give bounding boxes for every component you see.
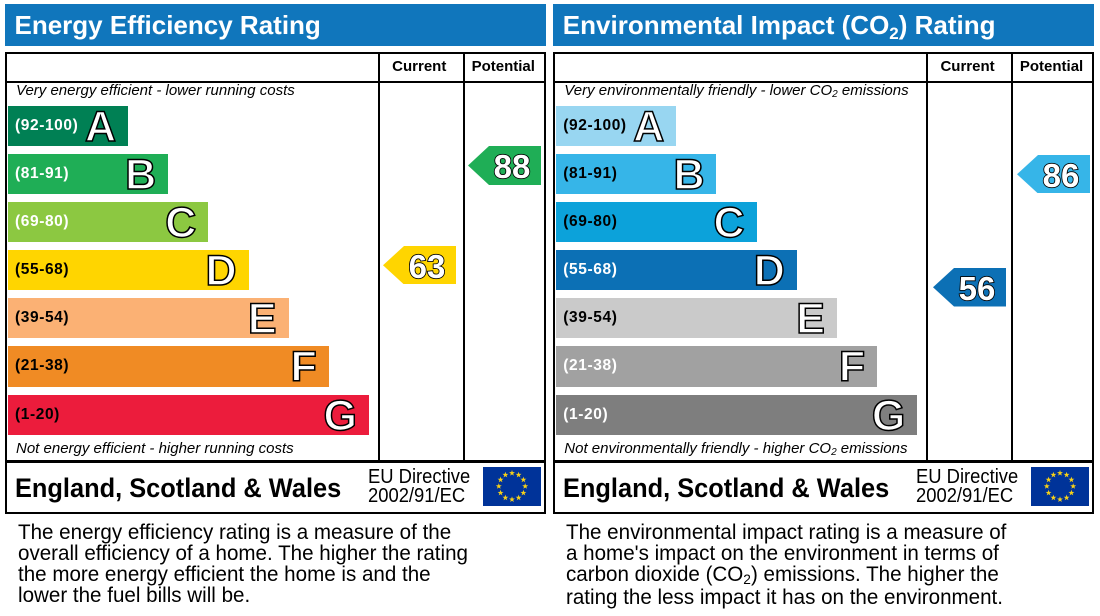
svg-text:88: 88 — [493, 148, 530, 185]
svg-text:86: 86 — [1042, 156, 1079, 193]
svg-text:56: 56 — [958, 270, 995, 307]
svg-text:63: 63 — [409, 247, 446, 284]
